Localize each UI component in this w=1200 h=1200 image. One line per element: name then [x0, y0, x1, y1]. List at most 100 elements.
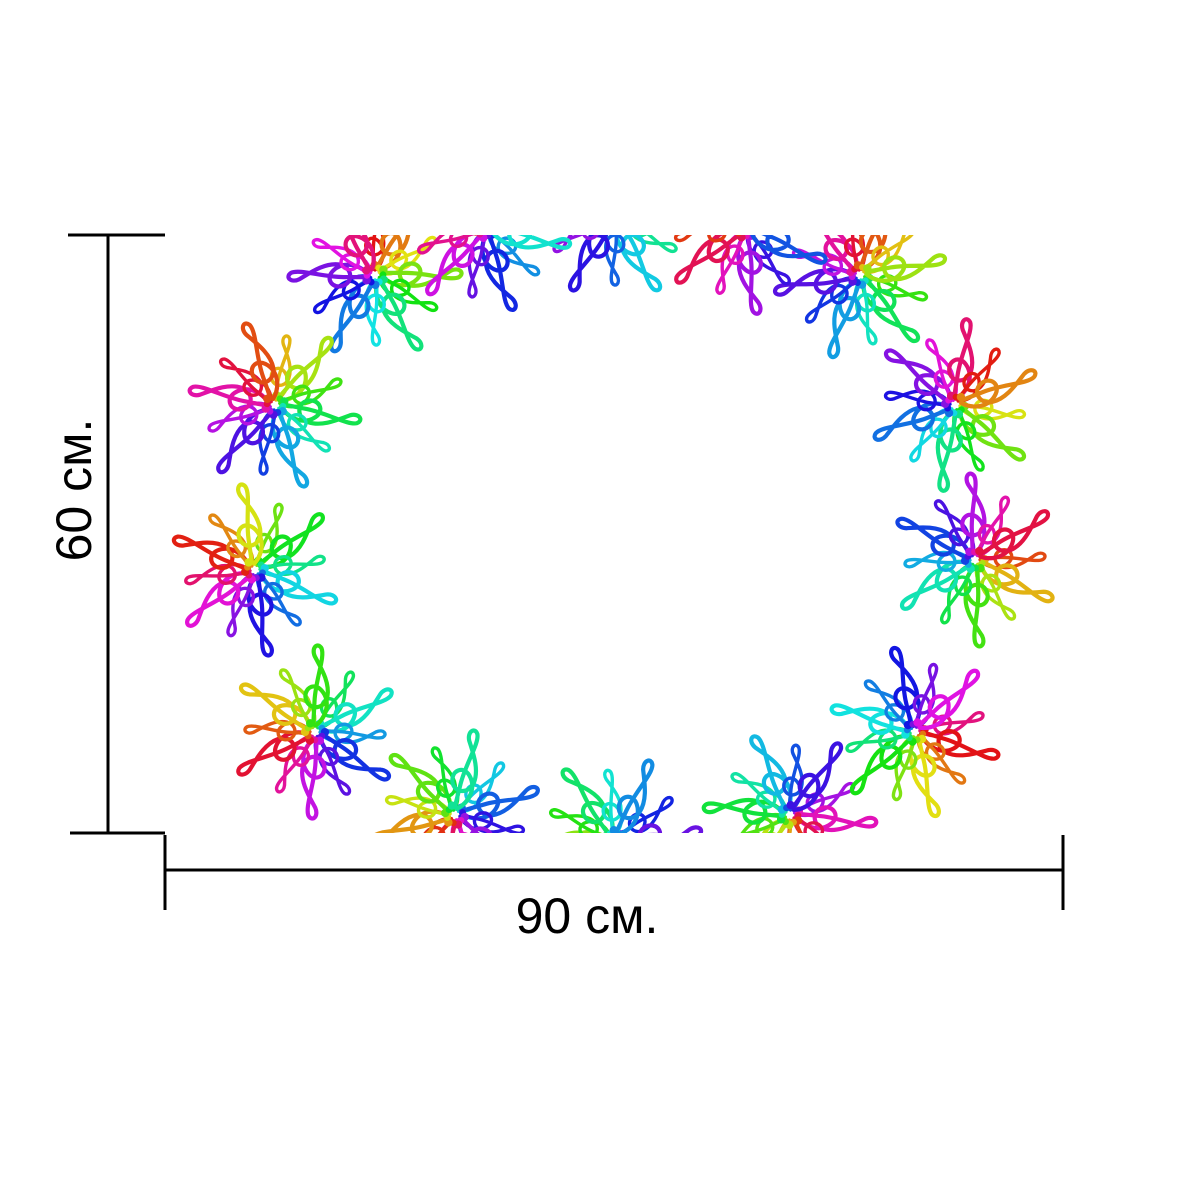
clef-cluster [417, 235, 573, 312]
clef-petal [613, 235, 663, 293]
clef-petal [236, 482, 264, 567]
clef-dot [263, 394, 272, 403]
clef-cluster [872, 317, 1038, 493]
clef-petal [417, 235, 484, 255]
clef-stroke [701, 797, 786, 825]
clef-stroke [276, 335, 334, 403]
clef-stroke [889, 645, 922, 728]
clef-stroke [388, 752, 453, 813]
clef-stroke [526, 830, 611, 833]
clef-cluster [526, 758, 704, 833]
clef-stroke [978, 509, 1051, 561]
clef-stroke [489, 235, 573, 250]
clef-stroke [216, 407, 274, 475]
clef-stroke [379, 261, 464, 288]
clef-stroke [908, 736, 941, 819]
clef-dot [476, 235, 484, 238]
clef-petal [748, 235, 828, 265]
clef-petal [956, 368, 1038, 409]
clef-petal [240, 321, 280, 403]
clef-petal [303, 643, 330, 728]
clef-dot [786, 800, 795, 810]
clef-cluster [701, 734, 879, 833]
clef-dot [305, 719, 315, 728]
clef-stroke [735, 235, 763, 316]
clef-petal [963, 564, 990, 649]
clef-stroke [257, 512, 325, 569]
clef-stroke [895, 516, 972, 561]
clef-stroke [883, 348, 953, 404]
clef-stroke [374, 278, 424, 352]
clef-dot [976, 564, 985, 573]
clef-dot [863, 264, 872, 273]
clef-stroke [375, 235, 421, 272]
clef-cluster [829, 645, 1001, 819]
clef-stroke [960, 471, 987, 556]
clef-dot [956, 392, 966, 402]
clef-petal [326, 235, 376, 275]
clef-stroke [171, 534, 252, 571]
clef-stroke [480, 235, 518, 312]
clef-cluster [236, 643, 394, 821]
clef-petal [913, 668, 981, 731]
clef-stroke [957, 406, 1027, 462]
clef-petal [489, 235, 573, 250]
clef-stroke [187, 384, 271, 412]
clef-stroke [318, 687, 394, 734]
clef-stroke [791, 741, 844, 813]
clef-dot [913, 718, 922, 727]
clef-cluster [171, 482, 339, 658]
clef-stroke [425, 235, 484, 297]
clef-stroke [567, 235, 615, 293]
clef-dot [447, 801, 457, 810]
clef-stroke [794, 805, 879, 833]
clef-stroke [827, 278, 862, 360]
clef-petal [863, 253, 948, 283]
clef-stroke [674, 235, 743, 285]
clef-petal [975, 509, 1051, 561]
wreath-artwork [171, 235, 1055, 833]
clef-dot [965, 547, 974, 556]
clef-dot [362, 266, 371, 275]
clef-petal [447, 728, 480, 811]
clef-stroke [246, 574, 274, 658]
clef-stroke [286, 262, 371, 289]
clef-stroke [958, 368, 1038, 409]
clef-petal [786, 741, 844, 813]
clef-petal [609, 758, 655, 833]
width-dimension: 90 см. [163, 835, 1065, 944]
clef-stroke [978, 559, 1055, 604]
clef-stroke [917, 668, 981, 731]
clef-stroke [236, 482, 264, 566]
clef-dot [609, 825, 618, 833]
clef-stroke [270, 408, 310, 489]
clef-stroke [613, 235, 663, 293]
clef-stroke [799, 235, 859, 273]
clef-stroke [326, 235, 376, 272]
clef-cluster [187, 321, 363, 489]
clef-dot [975, 546, 984, 556]
clef-stroke [560, 767, 615, 833]
clef-stroke [370, 809, 452, 833]
clef-stroke [947, 317, 975, 401]
width-label: 90 см. [516, 888, 659, 944]
clef-stroke [450, 728, 480, 811]
clef-stroke [864, 253, 948, 283]
clef-stroke [829, 703, 912, 735]
clef-stroke [417, 235, 482, 255]
clef-stroke [749, 734, 793, 812]
clef-stroke [240, 321, 280, 402]
clef-stroke [185, 571, 253, 628]
clef-cluster [286, 235, 464, 354]
clef-stroke [458, 784, 540, 821]
clef-stroke [279, 398, 363, 426]
clef-cluster [370, 728, 540, 833]
clef-stroke [748, 235, 828, 265]
clef-stroke [258, 569, 339, 606]
clef-petal [526, 830, 611, 833]
clef-stroke [899, 559, 972, 611]
clef-stroke [236, 730, 312, 777]
clef-stroke [318, 732, 392, 782]
